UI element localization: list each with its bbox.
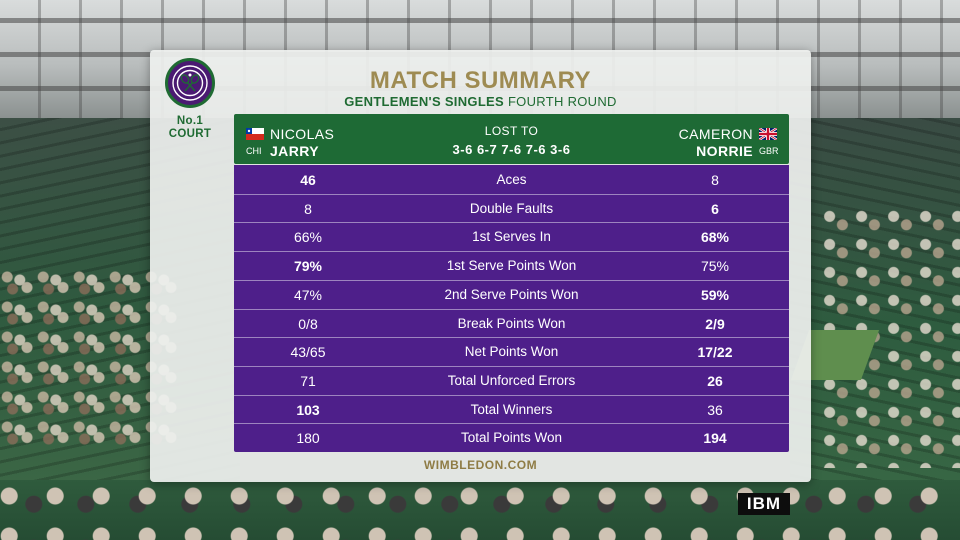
- stat-label: 1st Serves In: [472, 229, 551, 245]
- stat-right-value: 59%: [700, 286, 730, 303]
- match-result: LOST TO 3-6 6-7 7-6 7-6 3-6: [234, 124, 789, 157]
- stat-label: 2nd Serve Points Won: [444, 286, 579, 302]
- wimbledon-logo: No.1 COURT: [164, 58, 216, 144]
- stat-row: 47% 2nd Serve Points Won 59%: [234, 280, 789, 308]
- event-round: FOURTH ROUND: [507, 94, 617, 109]
- row-divider: [234, 394, 789, 396]
- wimbledon-emblem-icon: [165, 58, 215, 108]
- row-divider: [234, 423, 789, 425]
- stat-label: 1st Serve Points Won: [446, 258, 577, 274]
- stat-right-value: 6: [711, 200, 719, 217]
- stat-right-value: 75%: [700, 258, 730, 275]
- stat-left-value: 46: [300, 172, 316, 188]
- court-number: No.1: [176, 115, 204, 127]
- stat-left-value: 103: [296, 401, 320, 418]
- result-label: LOST TO: [484, 124, 539, 138]
- bottom-stand: [0, 480, 960, 540]
- stat-left-value: 43/65: [290, 344, 326, 361]
- left-player-last-name: JARRY: [270, 142, 319, 159]
- row-divider: [234, 337, 789, 339]
- stat-label: Net Points Won: [464, 344, 559, 360]
- row-divider: [234, 365, 789, 367]
- stat-row: 66% 1st Serves In 68%: [234, 222, 789, 250]
- stat-row: 8 Double Faults 6: [234, 194, 789, 222]
- stat-right-value: 2/9: [705, 315, 725, 332]
- stat-right-value: 36: [707, 401, 723, 418]
- players-header: NICOLAS CHI JARRY LOST TO 3-6 6-7 7-6 7-…: [234, 114, 789, 164]
- stat-row: 43/65 Net Points Won 17/22: [234, 337, 789, 365]
- left-player-first-name: NICOLAS: [270, 125, 335, 142]
- match-score: 3-6 6-7 7-6 7-6 3-6: [452, 142, 571, 157]
- row-divider: [234, 308, 789, 310]
- stat-row: 71 Total Unforced Errors 26: [234, 366, 789, 394]
- stat-right-value: 194: [703, 430, 727, 447]
- court-word: COURT: [168, 128, 212, 140]
- stat-left-value: 180: [296, 430, 320, 447]
- event-subtitle: GENTLEMEN'S SINGLES FOURTH ROUND: [150, 94, 811, 109]
- left-player-country: CHI: [246, 145, 262, 156]
- chile-flag-icon: [246, 127, 264, 140]
- stats-table: 46 Aces 8 8 Double Faults 6 66% 1st Serves In 68…: [234, 165, 789, 452]
- right-stand: [790, 118, 960, 540]
- stat-left-value: 71: [300, 372, 316, 389]
- row-divider: [234, 251, 789, 253]
- match-summary-panel: No.1 COURT MATCH SUMMARY GENTLEMEN'S SIN…: [150, 50, 811, 482]
- right-player-last-name: NORRIE: [696, 142, 753, 159]
- page-title: MATCH SUMMARY: [369, 67, 592, 94]
- ibm-logo: IBM: [738, 493, 790, 515]
- stat-right-value: 17/22: [697, 344, 733, 361]
- stat-row: 103 Total Winners 36: [234, 395, 789, 423]
- stat-left-value: 66%: [293, 229, 323, 246]
- stat-right-value: 8: [711, 172, 719, 188]
- right-player: CAMERON NORRIE GBR: [678, 125, 779, 159]
- stat-left-value: 47%: [293, 286, 323, 303]
- stat-label: Aces: [496, 172, 527, 187]
- website-footer: WIMBLEDON.COM: [423, 458, 538, 472]
- row-divider: [234, 222, 789, 224]
- stat-row: 0/8 Break Points Won 2/9: [234, 309, 789, 337]
- event-name: GENTLEMEN'S SINGLES: [344, 94, 505, 109]
- roof-beam: [0, 18, 960, 23]
- right-player-first-name: CAMERON: [678, 125, 753, 142]
- stat-label: Double Faults: [469, 200, 554, 216]
- right-player-country: GBR: [759, 145, 779, 156]
- stat-left-value: 8: [304, 200, 312, 217]
- uk-flag-icon: [759, 127, 777, 140]
- stat-left-value: 0/8: [298, 315, 318, 332]
- stat-label: Total Winners: [470, 401, 553, 417]
- stat-label: Total Unforced Errors: [447, 372, 576, 388]
- stat-right-value: 26: [707, 372, 723, 389]
- row-divider: [234, 193, 789, 195]
- stat-row: 180 Total Points Won 194: [234, 423, 789, 451]
- stat-left-value: 79%: [293, 258, 323, 275]
- stat-label: Total Points Won: [460, 430, 563, 446]
- crossed-rackets-icon: [172, 65, 208, 101]
- stat-row: 79% 1st Serve Points Won 75%: [234, 251, 789, 279]
- stat-right-value: 68%: [700, 229, 730, 246]
- row-divider: [234, 279, 789, 281]
- court-label: No.1 COURT: [169, 115, 211, 141]
- stat-row: 46 Aces 8: [234, 165, 789, 193]
- left-player: NICOLAS CHI JARRY: [246, 125, 335, 159]
- stat-label: Break Points Won: [457, 315, 566, 331]
